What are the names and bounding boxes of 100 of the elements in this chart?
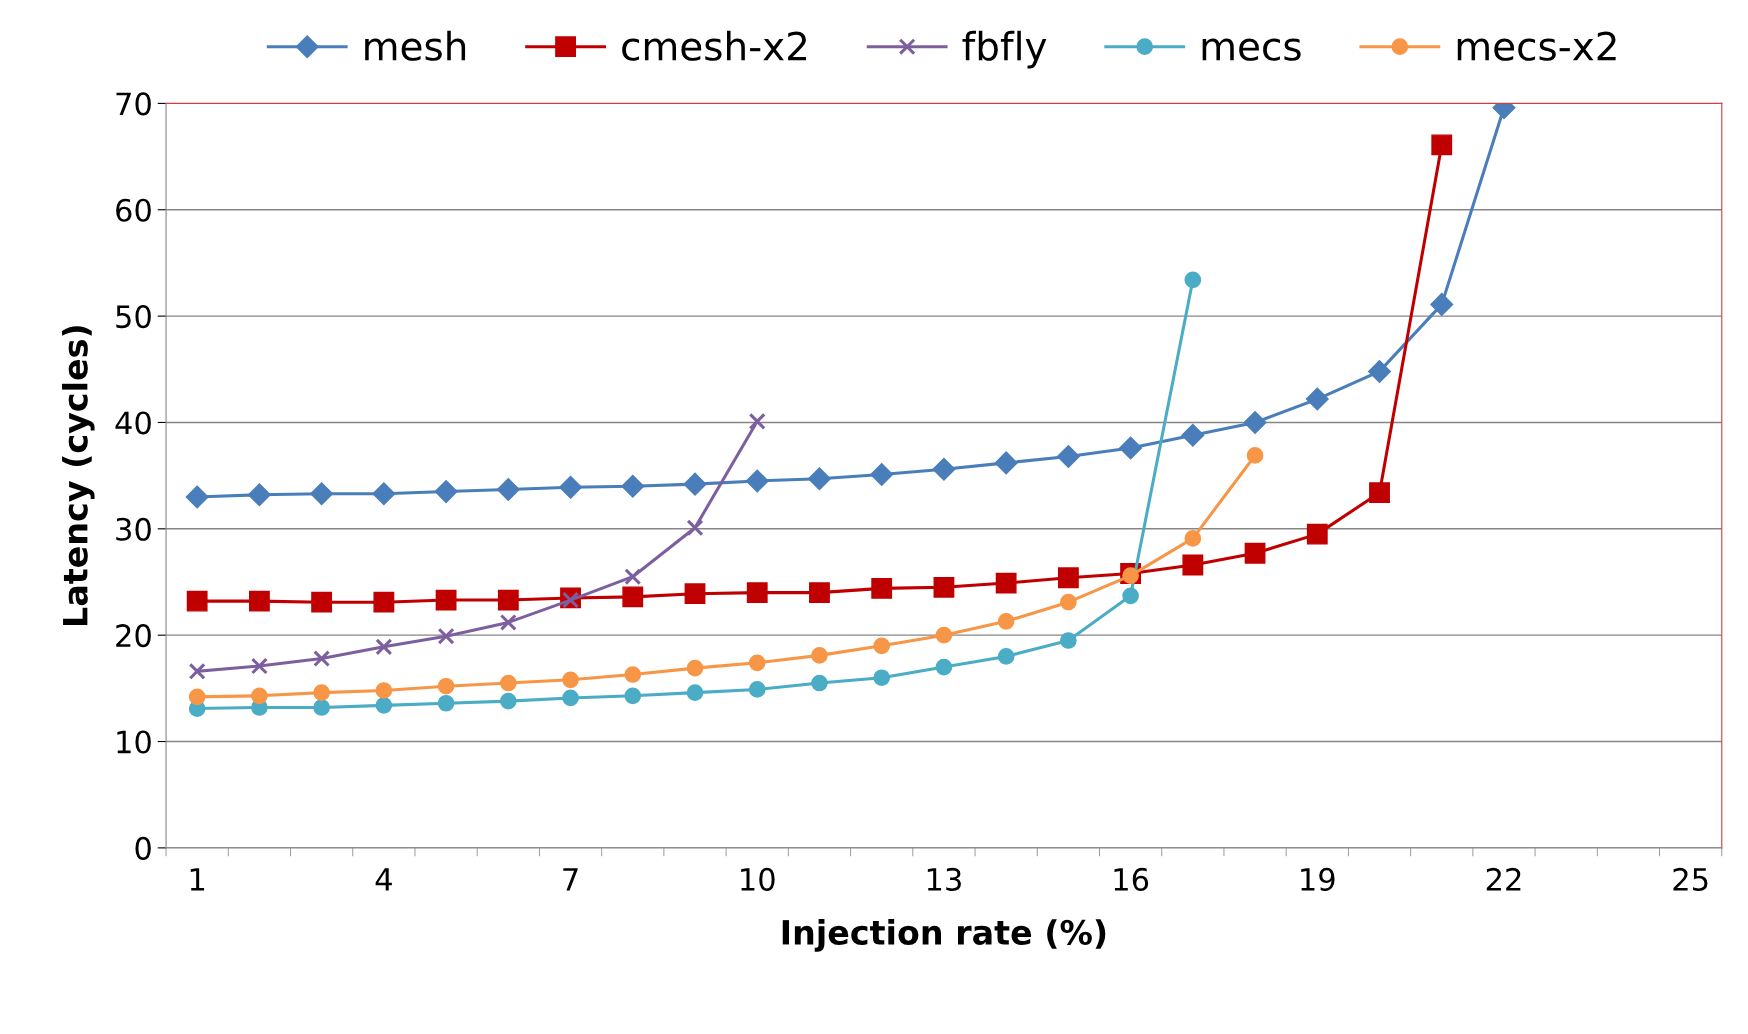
- point: [1057, 567, 1079, 589]
- point: [434, 480, 458, 504]
- point: [1060, 593, 1077, 611]
- point: [686, 659, 704, 677]
- point: [375, 697, 393, 714]
- point: [684, 583, 706, 605]
- point: [248, 590, 270, 612]
- point: [686, 684, 704, 701]
- point: [188, 688, 206, 706]
- y-tick-label: 40: [115, 411, 151, 435]
- point: [933, 576, 955, 598]
- x-tick-label: 19: [1301, 867, 1335, 891]
- legend-label: fbfly: [962, 30, 1047, 69]
- point: [310, 482, 334, 506]
- point: [1430, 292, 1454, 316]
- point: [1246, 447, 1264, 464]
- x-tick-label: 7: [563, 868, 578, 891]
- point: [1181, 423, 1205, 447]
- point: [437, 694, 455, 712]
- point: [559, 475, 583, 499]
- point: [375, 682, 393, 699]
- point: [748, 654, 766, 672]
- point: [745, 469, 769, 493]
- point: [1305, 387, 1329, 411]
- point: [873, 637, 891, 655]
- point: [372, 482, 396, 506]
- point: [621, 474, 645, 498]
- point: [373, 591, 395, 613]
- point: [313, 684, 330, 701]
- point: [994, 451, 1018, 475]
- point: [1244, 542, 1266, 564]
- point: [562, 671, 579, 689]
- point: [185, 485, 209, 509]
- point: [624, 568, 642, 586]
- point: [1243, 410, 1267, 434]
- point: [1431, 134, 1453, 156]
- point: [1369, 482, 1390, 504]
- y-tick-label: 50: [116, 305, 151, 329]
- point: [811, 647, 828, 664]
- y-tick-label: 0: [135, 836, 151, 860]
- point: [1184, 271, 1202, 289]
- point: [437, 627, 455, 645]
- x-tick-label: 25: [1673, 867, 1708, 891]
- point: [1122, 587, 1139, 605]
- point: [311, 591, 333, 613]
- point: [435, 589, 457, 611]
- point: [748, 412, 766, 430]
- point: [935, 626, 953, 644]
- point: [499, 674, 517, 692]
- y-tick-label: 70: [116, 92, 151, 116]
- point: [870, 463, 894, 487]
- point: [562, 689, 579, 707]
- point: [995, 572, 1017, 594]
- point: [1119, 436, 1143, 460]
- y-tick-label: 20: [116, 624, 151, 648]
- y-tick-label: 60: [116, 198, 151, 222]
- point: [251, 687, 268, 705]
- point: [1184, 530, 1202, 547]
- point: [624, 687, 642, 705]
- point: [1306, 523, 1328, 545]
- x-tick-label: 16: [1114, 867, 1149, 891]
- y-tick-label: 10: [117, 730, 151, 754]
- legend-label: mecs-x2: [1457, 31, 1616, 61]
- point: [622, 586, 644, 608]
- point: [873, 669, 891, 687]
- point: [437, 677, 455, 695]
- point: [997, 648, 1015, 665]
- point: [807, 467, 831, 491]
- point: [1060, 632, 1077, 649]
- point: [499, 613, 517, 631]
- legend-label: mesh: [365, 30, 466, 61]
- x-tick-label: 4: [375, 868, 392, 891]
- point: [1056, 444, 1080, 468]
- point: [1368, 359, 1392, 383]
- point: [811, 674, 828, 692]
- point: [497, 589, 519, 611]
- point: [748, 681, 766, 698]
- point: [186, 590, 208, 612]
- point: [188, 662, 206, 680]
- point: [871, 577, 893, 599]
- point: [313, 650, 331, 668]
- point: [499, 692, 517, 710]
- point: [997, 613, 1015, 630]
- point: [809, 582, 830, 604]
- x-tick-label: 1: [190, 868, 205, 891]
- point: [935, 658, 953, 676]
- point: [683, 472, 707, 496]
- y-tick-label: 30: [116, 517, 151, 541]
- point: [746, 582, 768, 604]
- point: [247, 483, 271, 507]
- x-axis-title: Injection rate (%): [782, 919, 1106, 952]
- point: [932, 457, 956, 481]
- point: [313, 699, 330, 716]
- x-tick-label: 13: [927, 867, 961, 891]
- point: [496, 477, 520, 501]
- point: [250, 657, 268, 675]
- point: [375, 638, 393, 656]
- x-tick-label: 10: [741, 867, 775, 891]
- point: [1182, 554, 1204, 576]
- legend-label: cmesh-x2: [622, 30, 807, 61]
